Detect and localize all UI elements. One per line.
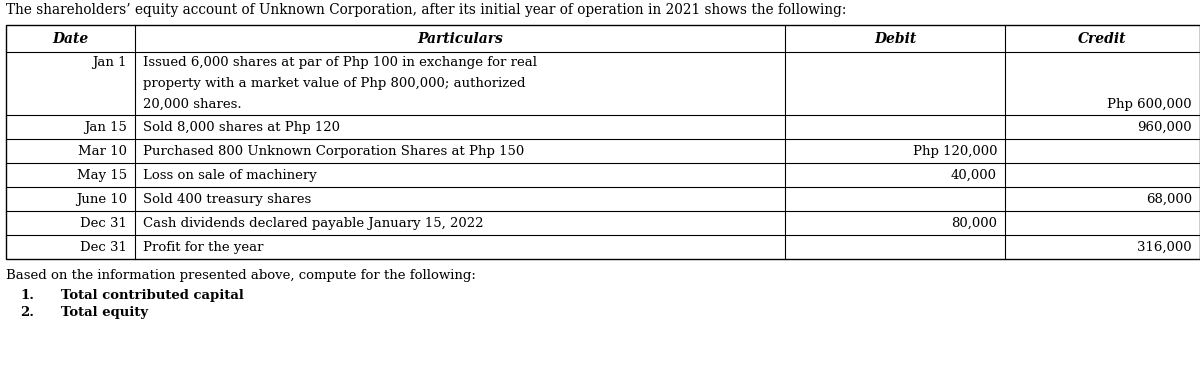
Text: 80,000: 80,000 — [952, 216, 997, 229]
Text: 40,000: 40,000 — [952, 169, 997, 181]
Text: Debit: Debit — [874, 32, 916, 45]
Text: Php 600,000: Php 600,000 — [1108, 98, 1192, 111]
Text: Total equity: Total equity — [61, 306, 148, 319]
Text: Based on the information presented above, compute for the following:: Based on the information presented above… — [6, 269, 476, 282]
Text: 20,000 shares.: 20,000 shares. — [143, 98, 241, 111]
Text: Issued 6,000 shares at par of Php 100 in exchange for real: Issued 6,000 shares at par of Php 100 in… — [143, 56, 538, 69]
Text: Dec 31: Dec 31 — [80, 216, 127, 229]
Text: Cash dividends declared payable January 15, 2022: Cash dividends declared payable January … — [143, 216, 484, 229]
Text: Jan 1: Jan 1 — [92, 56, 127, 69]
Text: Purchased 800 Unknown Corporation Shares at Php 150: Purchased 800 Unknown Corporation Shares… — [143, 144, 524, 157]
Text: Total contributed capital: Total contributed capital — [61, 288, 244, 301]
Text: Dec 31: Dec 31 — [80, 241, 127, 253]
Text: 68,000: 68,000 — [1146, 192, 1192, 206]
Text: Php 120,000: Php 120,000 — [912, 144, 997, 157]
Text: Profit for the year: Profit for the year — [143, 241, 264, 253]
Text: Particulars: Particulars — [418, 32, 503, 45]
Text: 960,000: 960,000 — [1138, 121, 1192, 134]
Bar — [6, 25, 1200, 259]
Text: The shareholders’ equity account of Unknown Corporation, after its initial year : The shareholders’ equity account of Unkn… — [6, 3, 846, 17]
Text: 316,000: 316,000 — [1138, 241, 1192, 253]
Text: May 15: May 15 — [77, 169, 127, 181]
Text: Date: Date — [53, 32, 89, 45]
Text: Sold 8,000 shares at Php 120: Sold 8,000 shares at Php 120 — [143, 121, 340, 134]
Text: Jan 15: Jan 15 — [84, 121, 127, 134]
Text: Mar 10: Mar 10 — [78, 144, 127, 157]
Text: Sold 400 treasury shares: Sold 400 treasury shares — [143, 192, 311, 206]
Text: 1.: 1. — [20, 288, 34, 301]
Text: 2.: 2. — [20, 306, 34, 319]
Text: property with a market value of Php 800,000; authorized: property with a market value of Php 800,… — [143, 77, 526, 90]
Text: June 10: June 10 — [76, 192, 127, 206]
Text: Loss on sale of machinery: Loss on sale of machinery — [143, 169, 317, 181]
Text: Credit: Credit — [1079, 32, 1127, 45]
